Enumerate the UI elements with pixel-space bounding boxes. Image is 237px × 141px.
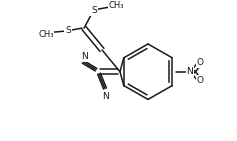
- Text: N: N: [187, 67, 193, 76]
- Text: O: O: [196, 58, 204, 67]
- Text: O: O: [196, 76, 204, 85]
- Text: CH₃: CH₃: [108, 1, 124, 10]
- Text: N: N: [82, 52, 88, 61]
- Text: S: S: [91, 6, 97, 15]
- Text: CH₃: CH₃: [38, 30, 54, 39]
- Text: S: S: [65, 26, 71, 35]
- Text: N: N: [103, 92, 109, 101]
